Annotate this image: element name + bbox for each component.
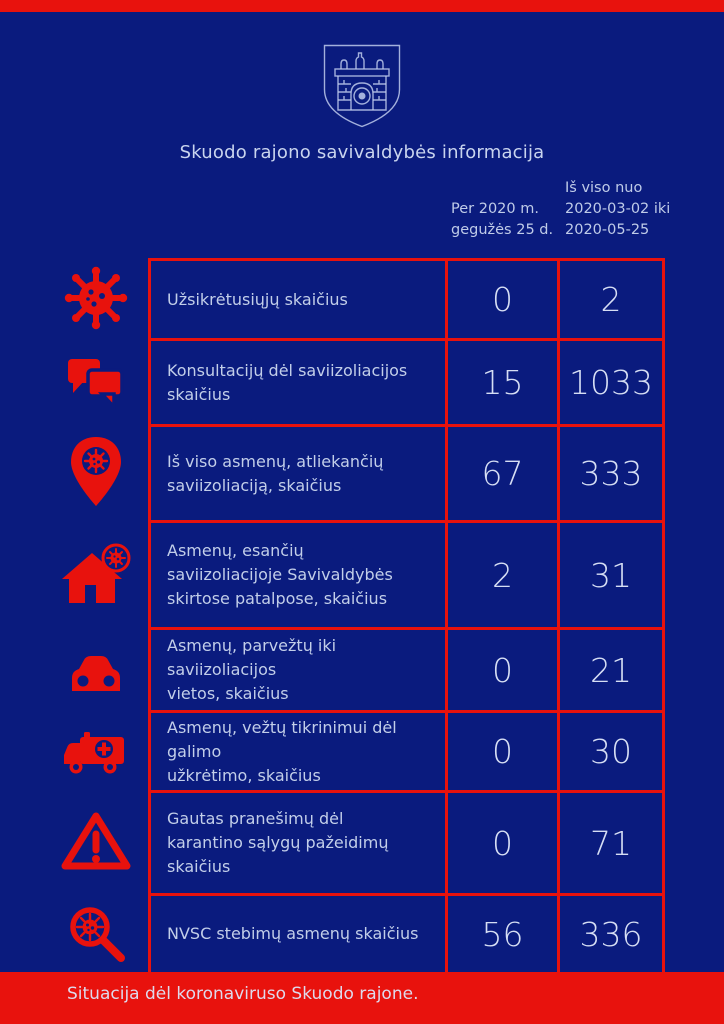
magnifier-virus-icon bbox=[0, 893, 148, 972]
top-red-strip bbox=[0, 0, 724, 12]
value-total: 21 bbox=[557, 627, 662, 710]
row-label: Užsikrėtusiųjų skaičius bbox=[167, 289, 348, 309]
chat-bubbles-icon bbox=[0, 338, 148, 424]
row-label: Asmenų, vežtų tikrinimui dėl galimo užkr… bbox=[151, 710, 445, 790]
value-current: 2 bbox=[445, 520, 557, 627]
value-current: 0 bbox=[445, 790, 557, 893]
skuodas-coat-of-arms-icon bbox=[323, 44, 401, 132]
ambulance-icon bbox=[0, 710, 148, 790]
row-label: Asmenų, parvežtų iki saviizoliacijos vie… bbox=[151, 627, 445, 710]
value-current: 0 bbox=[445, 627, 557, 710]
icon-column bbox=[0, 258, 148, 972]
footer-bar: Situacija dėl koronaviruso Skuodo rajone… bbox=[0, 972, 724, 1024]
value-total: 336 bbox=[557, 893, 662, 972]
row-label: NVSC stebimų asmenų skaičius bbox=[151, 893, 445, 972]
house-virus-icon bbox=[0, 520, 148, 627]
virus-icon bbox=[0, 258, 148, 338]
map-pin-virus-icon bbox=[0, 424, 148, 520]
value-total: 333 bbox=[557, 424, 662, 520]
column-header-current: Per 2020 m. gegužės 25 d. bbox=[451, 201, 554, 238]
row-label: Iš viso asmenų, atliekančių saviizoliaci… bbox=[151, 424, 445, 520]
row-label: Asmenų, esančių saviizoliacijoje Savival… bbox=[151, 520, 445, 627]
warning-triangle-icon bbox=[0, 790, 148, 893]
value-current: 15 bbox=[445, 338, 557, 424]
page-title: Skuodo rajono savivaldybės informacija bbox=[179, 142, 545, 163]
value-current: 67 bbox=[445, 424, 557, 520]
value-total: 30 bbox=[557, 710, 662, 790]
value-current: 0 bbox=[445, 710, 557, 790]
stats-table: Užsikrėtusiųjų skaičius 0 2 Konsultacijų… bbox=[148, 258, 665, 972]
row-label: Gautas pranešimų dėl karantino sąlygų pa… bbox=[151, 790, 445, 893]
value-current: 56 bbox=[445, 893, 557, 972]
value-total: 2 bbox=[557, 261, 662, 338]
value-current: 0 bbox=[445, 261, 557, 338]
car-icon bbox=[0, 627, 148, 710]
footer-caption: Situacija dėl koronaviruso Skuodo rajone… bbox=[67, 984, 419, 1004]
value-total: 31 bbox=[557, 520, 662, 627]
value-total: 71 bbox=[557, 790, 662, 893]
column-header-total: Iš viso nuo 2020-03-02 iki 2020-05-25 bbox=[565, 180, 671, 238]
row-label: Konsultacijų dėl saviizoliacijos skaičiu… bbox=[151, 338, 445, 424]
value-total: 1033 bbox=[557, 338, 662, 424]
